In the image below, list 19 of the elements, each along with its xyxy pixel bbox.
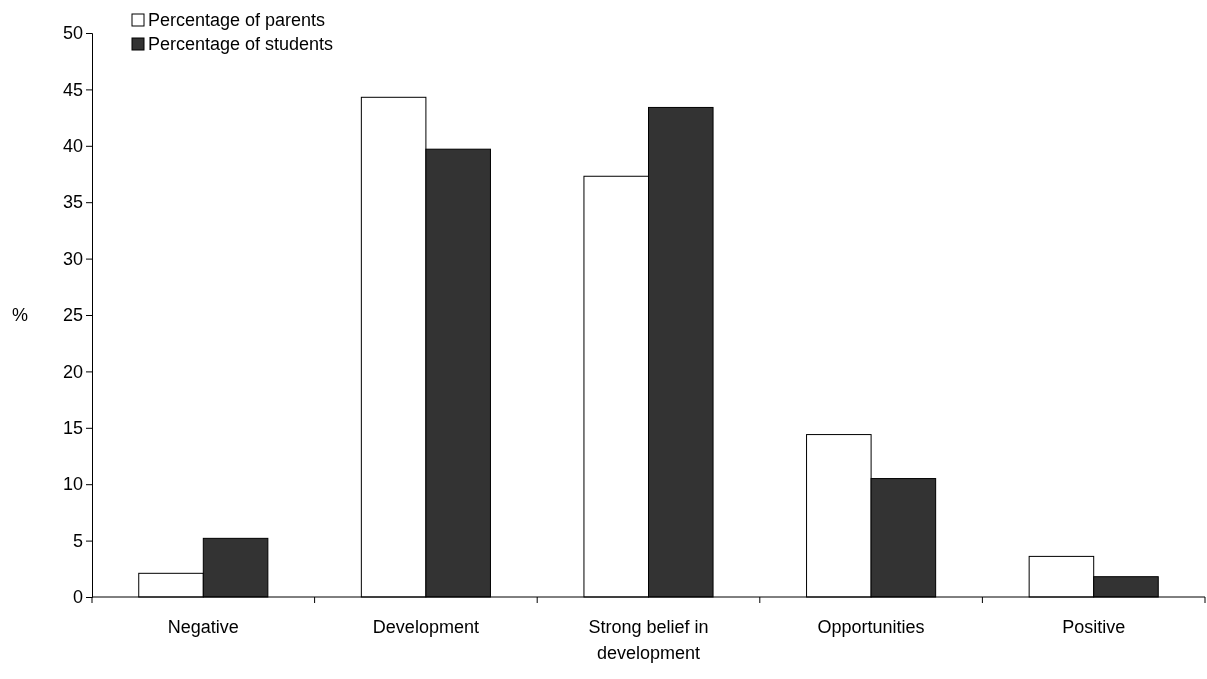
y-tick-label: 50 (62, 23, 83, 44)
x-tick-label: Negative (167, 617, 239, 637)
x-tick-label: Positive (1062, 617, 1126, 637)
y-tick-label: 30 (62, 248, 83, 269)
y-tick-label: 15 (62, 418, 83, 439)
y-tick-label: 5 (72, 530, 83, 551)
y-tick-label: 20 (62, 361, 83, 382)
x-tick-label: Opportunities (817, 617, 925, 637)
legend-label: Percentage of students (148, 34, 334, 54)
x-tick-label: Strong belief in development (588, 617, 709, 663)
y-tick-label: 0 (72, 587, 83, 608)
y-tick-label: 10 (62, 474, 83, 495)
legend-label: Percentage of parents (148, 10, 326, 30)
x-tick-label: Development (372, 617, 479, 637)
y-tick-label: 40 (62, 136, 83, 157)
y-tick-label: 45 (62, 79, 83, 100)
y-tick-label: 35 (62, 192, 83, 213)
y-axis-title: % (11, 305, 29, 325)
y-tick-label: 25 (62, 305, 83, 326)
